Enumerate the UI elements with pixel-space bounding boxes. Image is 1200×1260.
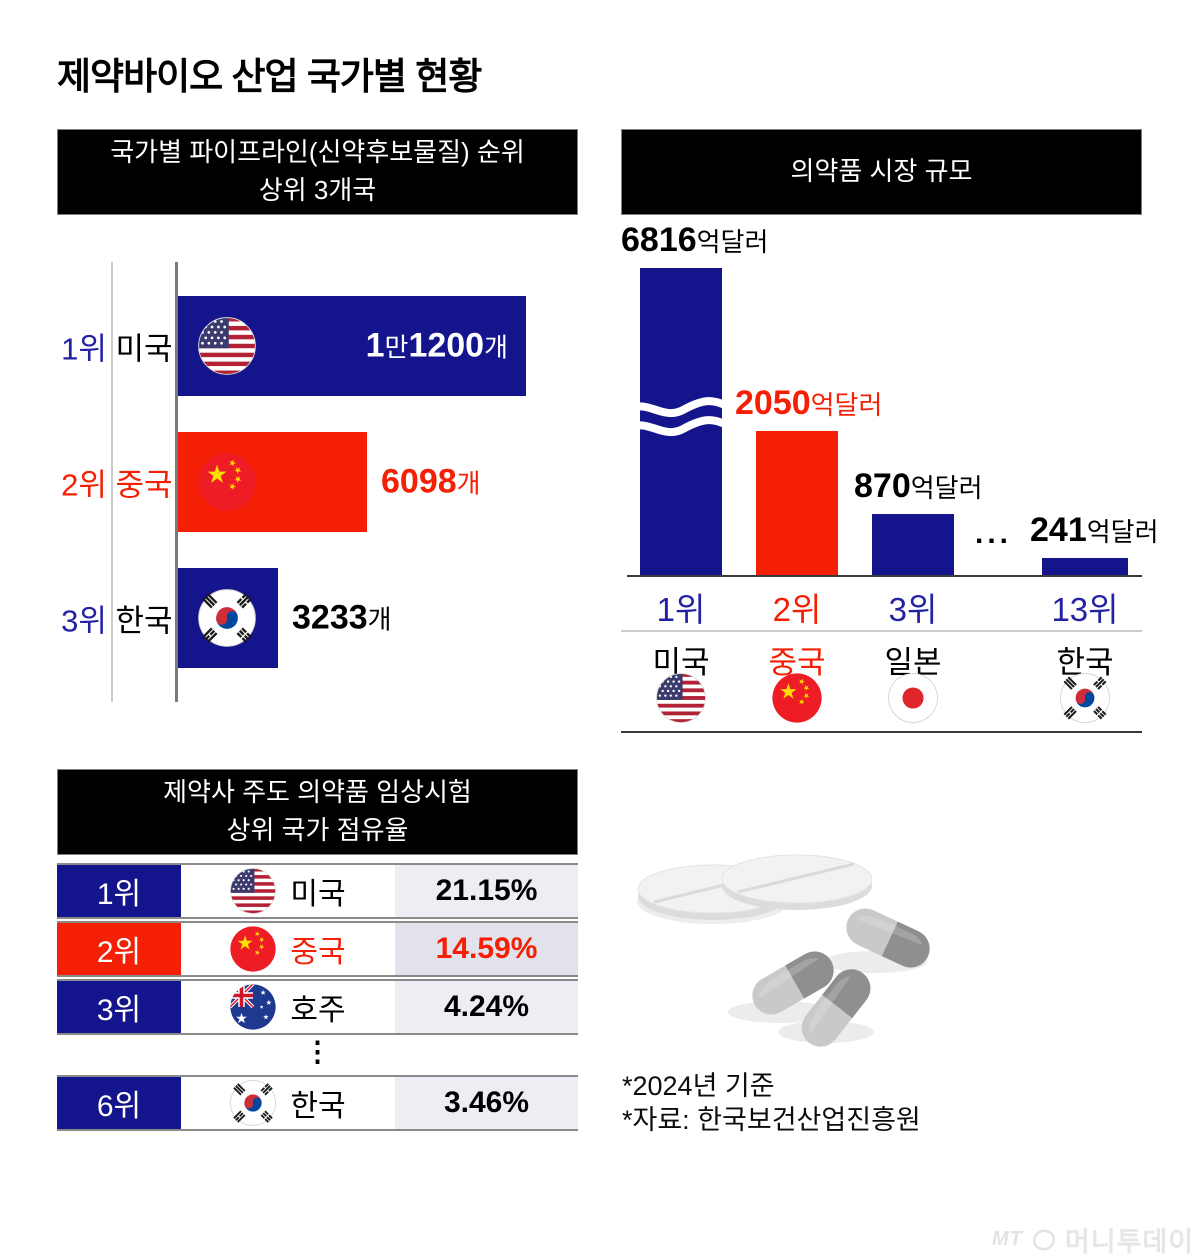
us-flag-icon	[656, 673, 706, 723]
country-cell: 호주	[181, 981, 395, 1033]
trials-header-line2: 상위 국가 점유율	[226, 815, 409, 845]
bar-value: 3233개	[292, 598, 392, 637]
share-cell: 14.59%	[395, 923, 578, 975]
bar-value: 6098개	[381, 462, 481, 501]
table-row-au: 3위 호주 4.24%	[57, 979, 578, 1035]
bar-us	[628, 268, 733, 575]
table-row-cn: 2위 중국 14.59%	[57, 921, 578, 977]
pipeline-row-us: 1위 미국 1만1200개	[58, 296, 1158, 396]
mt-logo-text: MT	[992, 1228, 1023, 1250]
country-label: 한국	[115, 603, 173, 639]
country-label: 미국	[290, 878, 346, 911]
bar-jp	[872, 514, 954, 575]
pipeline-axis-dark	[175, 262, 178, 702]
bar-value: 241억달러	[1030, 511, 1159, 549]
pipeline-header-line2: 상위 3개국	[258, 175, 377, 205]
bar-kr	[1042, 558, 1128, 575]
pills-illustration	[637, 854, 930, 1047]
moneytoday-name: 머니투데이	[1064, 1227, 1195, 1257]
bar-us: 1만1200개	[178, 296, 526, 396]
bar-kr: 3233개	[178, 568, 392, 668]
footnote-basis: *2024년 기준	[622, 1071, 775, 1101]
rank-cell: 2위	[57, 923, 181, 975]
country-label: 한국	[290, 1090, 346, 1123]
country-cell: 중국	[181, 923, 395, 975]
rank-label: 2위	[772, 591, 822, 628]
kr-flag-icon	[1060, 673, 1110, 723]
country-label: 중국	[290, 936, 346, 969]
separator-line	[621, 630, 1142, 632]
rank-cell: 6위	[57, 1077, 181, 1129]
rank-label: 3위	[888, 591, 938, 628]
pipeline-row-kr: 3위 한국 3233개	[58, 568, 1158, 668]
us-flag-icon	[198, 317, 256, 375]
us-flag-icon	[230, 868, 276, 914]
share-cell: 21.15%	[395, 865, 578, 917]
country-label: 중국	[115, 467, 173, 503]
market-panel-header: 의약품 시장 규모	[621, 129, 1142, 215]
trials-header-line1: 제약사 주도 의약품 임상시험	[163, 777, 472, 808]
table-row-us: 1위 미국 21.15%	[57, 863, 578, 919]
pipeline-header-line1: 국가별 파이프라인(신약후보물질) 순위	[110, 137, 525, 168]
table-row-kr: 6위 한국 3.46%	[57, 1075, 578, 1131]
page-title: 제약바이오 산업 국가별 현황	[57, 56, 482, 97]
jp-flag-icon	[888, 673, 938, 723]
bar-value: 1만1200개	[365, 326, 508, 365]
axis-break-wave-icon	[628, 397, 733, 437]
market-chart: 6816억달러 2050억달러 870억달러 241억달러 ...	[621, 221, 1159, 577]
bar-value: 870억달러	[854, 467, 983, 505]
share-cell: 4.24%	[395, 981, 578, 1033]
rank-cell: 1위	[57, 865, 181, 917]
trials-panel-header: 제약사 주도 의약품 임상시험 상위 국가 점유율	[57, 769, 578, 855]
rank-label: 2위	[61, 467, 107, 503]
pipeline-panel-header: 국가별 파이프라인(신약후보물질) 순위 상위 3개국	[57, 129, 578, 215]
pipeline-row-cn: 2위 중국 6098개	[58, 432, 1158, 532]
rank-label: 1위	[656, 591, 706, 628]
country-label: 호주	[290, 994, 346, 1027]
footnote-source: *자료: 한국보건산업진흥원	[622, 1105, 921, 1135]
rank-label: 13위	[1051, 591, 1119, 628]
rank-label: 3위	[61, 603, 107, 639]
share-cell: 3.46%	[395, 1077, 578, 1129]
bar-value: 2050억달러	[735, 384, 883, 422]
bar-cn	[756, 431, 838, 575]
cn-flag-icon	[198, 453, 256, 511]
market-footer: 1위 2위 3위 13위 미국 중국 일본 한국	[621, 575, 1142, 737]
market-axis	[627, 575, 1142, 577]
kr-flag-icon	[198, 589, 256, 647]
cn-flag-icon	[772, 673, 822, 723]
ellipsis: ...	[975, 517, 1013, 550]
pipeline-axis-light	[111, 262, 113, 702]
bar-value: 6816억달러	[621, 221, 769, 259]
ellipsis: ⋮	[303, 1036, 332, 1067]
moneytoday-watermark: MT 머니투데이	[992, 1220, 1194, 1259]
country-label: 미국	[115, 331, 173, 367]
au-flag-icon	[230, 984, 276, 1030]
cn-flag-icon	[230, 926, 276, 972]
country-cell: 미국	[181, 865, 395, 917]
bottom-line	[621, 731, 1142, 733]
country-cell: 한국	[181, 1077, 395, 1129]
rank-cell: 3위	[57, 981, 181, 1033]
market-header-text: 의약품 시장 규모	[790, 156, 973, 187]
rank-label: 1위	[61, 331, 107, 367]
bar-cn: 6098개	[178, 432, 481, 532]
kr-flag-icon	[230, 1080, 276, 1126]
moneytoday-logo-icon	[1032, 1229, 1056, 1250]
